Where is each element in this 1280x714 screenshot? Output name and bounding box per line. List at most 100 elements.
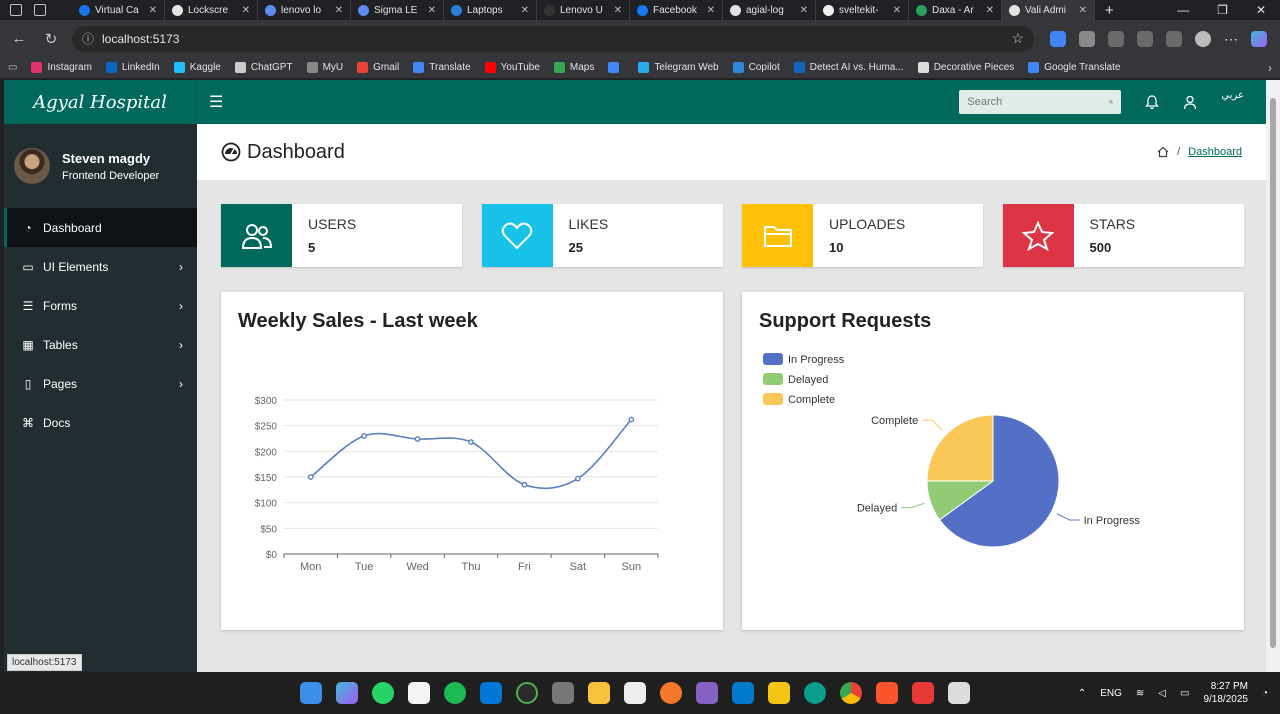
whatsapp-icon[interactable]	[372, 682, 394, 704]
input-language[interactable]: ENG	[1100, 687, 1122, 699]
reload-button[interactable]: ↻	[44, 30, 58, 48]
copilot-app-icon[interactable]	[336, 682, 358, 704]
close-tab-icon[interactable]: ✕	[892, 4, 901, 16]
bookmark-item[interactable]: Copilot	[732, 62, 780, 73]
app-icon[interactable]	[552, 682, 574, 704]
close-tab-icon[interactable]: ✕	[985, 4, 994, 16]
browser-tab[interactable]: Lockscre ✕	[165, 0, 258, 20]
restore-icon[interactable]: ❐	[1217, 3, 1228, 17]
wifi-icon[interactable]: ≋	[1135, 687, 1145, 699]
app-icon[interactable]	[912, 682, 934, 704]
app-icon[interactable]	[768, 682, 790, 704]
extension-icon[interactable]	[1079, 30, 1095, 47]
page-scrollbar[interactable]	[1266, 80, 1280, 672]
bell-icon[interactable]	[1145, 94, 1160, 110]
close-tab-icon[interactable]: ✕	[706, 4, 715, 16]
search-icon[interactable]	[1109, 96, 1114, 108]
browser-tab[interactable]: Facebook ✕	[630, 0, 723, 20]
bookmark-item[interactable]: YouTube	[484, 62, 540, 73]
close-window-icon[interactable]: ✕	[1255, 3, 1266, 17]
sidebar-item-ui-elements[interactable]: ▭ UI Elements ›	[4, 247, 197, 286]
browser-menu-icon[interactable]: ⋯	[1224, 30, 1238, 47]
back-button[interactable]: ←	[11, 30, 27, 47]
browser-tab[interactable]: agial-log ✕	[723, 0, 816, 20]
omnibox[interactable]: ⓘ localhost:5173 ☆	[72, 25, 1034, 52]
bookmark-item[interactable]: Detect AI vs. Huma...	[793, 62, 904, 73]
snipping-tool-icon[interactable]	[948, 682, 970, 704]
profile-avatar-icon[interactable]	[1195, 30, 1211, 47]
bookmark-item[interactable]: Decorative Pieces	[917, 62, 1014, 73]
home-icon[interactable]	[1157, 146, 1169, 158]
browser-tab[interactable]: Virtual Ca ✕	[72, 0, 165, 20]
sidebar-item-docs[interactable]: ⌘ Docs	[4, 403, 197, 442]
scrollbar-thumb[interactable]	[1270, 98, 1276, 648]
close-tab-icon[interactable]: ✕	[148, 4, 157, 16]
notification-icon[interactable]: ◔	[1261, 687, 1268, 699]
bookmark-item[interactable]: Instagram	[31, 62, 92, 73]
vscode-icon[interactable]	[732, 682, 754, 704]
sidebar-item-tables[interactable]: ▦ Tables ›	[4, 325, 197, 364]
spotify-icon[interactable]	[444, 682, 466, 704]
bookmark-item[interactable]: Telegram Web	[638, 62, 719, 73]
extensions-puzzle-icon[interactable]	[1166, 30, 1182, 47]
outlook-icon[interactable]	[480, 682, 502, 704]
close-tab-icon[interactable]: ✕	[1078, 4, 1087, 16]
volume-icon[interactable]: ◁	[1158, 687, 1166, 699]
sidebar-toggle-button[interactable]: ☰	[209, 94, 224, 111]
app-icon[interactable]	[516, 682, 538, 704]
bookmark-item[interactable]	[608, 62, 624, 73]
brave-icon[interactable]	[876, 682, 898, 704]
browser-tab[interactable]: sveltekit- ✕	[816, 0, 909, 20]
sidebar-item-pages[interactable]: ▯ Pages ›	[4, 364, 197, 403]
bookmark-item[interactable]: Kaggle	[173, 62, 221, 73]
browser-tab[interactable]: Daxa - Ar ✕	[909, 0, 1002, 20]
app-icon[interactable]	[660, 682, 682, 704]
new-tab-button[interactable]: +	[1105, 1, 1114, 19]
bookmark-item[interactable]: Gmail	[357, 62, 399, 73]
search-input[interactable]	[967, 96, 1110, 108]
browser-tab[interactable]: Laptops ✕	[444, 0, 537, 20]
file-explorer-icon[interactable]	[588, 682, 610, 704]
battery-icon[interactable]: ▭	[1180, 687, 1190, 699]
close-tab-icon[interactable]: ✕	[334, 4, 343, 16]
url-text[interactable]: localhost:5173	[102, 31, 180, 46]
copilot-icon[interactable]	[1251, 30, 1267, 47]
browser-tab[interactable]: Sigma LE ✕	[351, 0, 444, 20]
app-logo[interactable]: Agyal Hospital	[4, 80, 197, 124]
minimize-icon[interactable]: —	[1177, 3, 1190, 17]
translate-extension-icon[interactable]	[1050, 30, 1066, 47]
bookmark-item[interactable]: Google Translate	[1028, 62, 1120, 73]
notion-icon[interactable]	[624, 682, 646, 704]
close-tab-icon[interactable]: ✕	[241, 4, 250, 16]
edge-icon[interactable]	[804, 682, 826, 704]
chrome-icon[interactable]	[840, 682, 862, 704]
bookmark-item[interactable]: Translate	[413, 62, 471, 73]
extension-icon[interactable]	[1108, 30, 1124, 47]
user-icon[interactable]	[1183, 95, 1197, 110]
close-tab-icon[interactable]: ✕	[427, 4, 436, 16]
tab-actions-icon[interactable]	[34, 4, 46, 16]
site-info-icon[interactable]: ⓘ	[82, 32, 95, 46]
close-tab-icon[interactable]: ✕	[613, 4, 622, 16]
workspaces-icon[interactable]	[10, 4, 22, 16]
extension-icon[interactable]	[1137, 30, 1153, 47]
start-icon[interactable]	[300, 682, 322, 704]
close-tab-icon[interactable]: ✕	[799, 4, 808, 16]
clock[interactable]: 8:27 PM 9/18/2025	[1203, 680, 1248, 706]
bookmark-item[interactable]: ChatGPT	[234, 62, 293, 73]
browser-tab[interactable]: Vali Admi ✕	[1002, 0, 1095, 20]
browser-tab[interactable]: lenovo lo ✕	[258, 0, 351, 20]
browser-tab[interactable]: Lenovo U ✕	[537, 0, 630, 20]
tray-chevron-icon[interactable]: ⌃	[1077, 687, 1087, 699]
bookmark-item[interactable]: LinkedIn	[105, 62, 160, 73]
close-tab-icon[interactable]: ✕	[520, 4, 529, 16]
sidebar-toggle-icon[interactable]: ▭	[8, 62, 18, 73]
more-bookmarks-icon[interactable]: ›	[1268, 60, 1272, 75]
sidebar-item-dashboard[interactable]: ◔ Dashboard	[4, 208, 197, 247]
visual-studio-icon[interactable]	[696, 682, 718, 704]
sidebar-item-forms[interactable]: ☰ Forms ›	[4, 286, 197, 325]
bookmark-item[interactable]: Maps	[553, 62, 594, 73]
bookmark-item[interactable]: MyU	[306, 62, 343, 73]
bookmark-star-icon[interactable]: ☆	[1011, 30, 1024, 46]
breadcrumb-link-dashboard[interactable]: Dashboard	[1188, 146, 1242, 158]
